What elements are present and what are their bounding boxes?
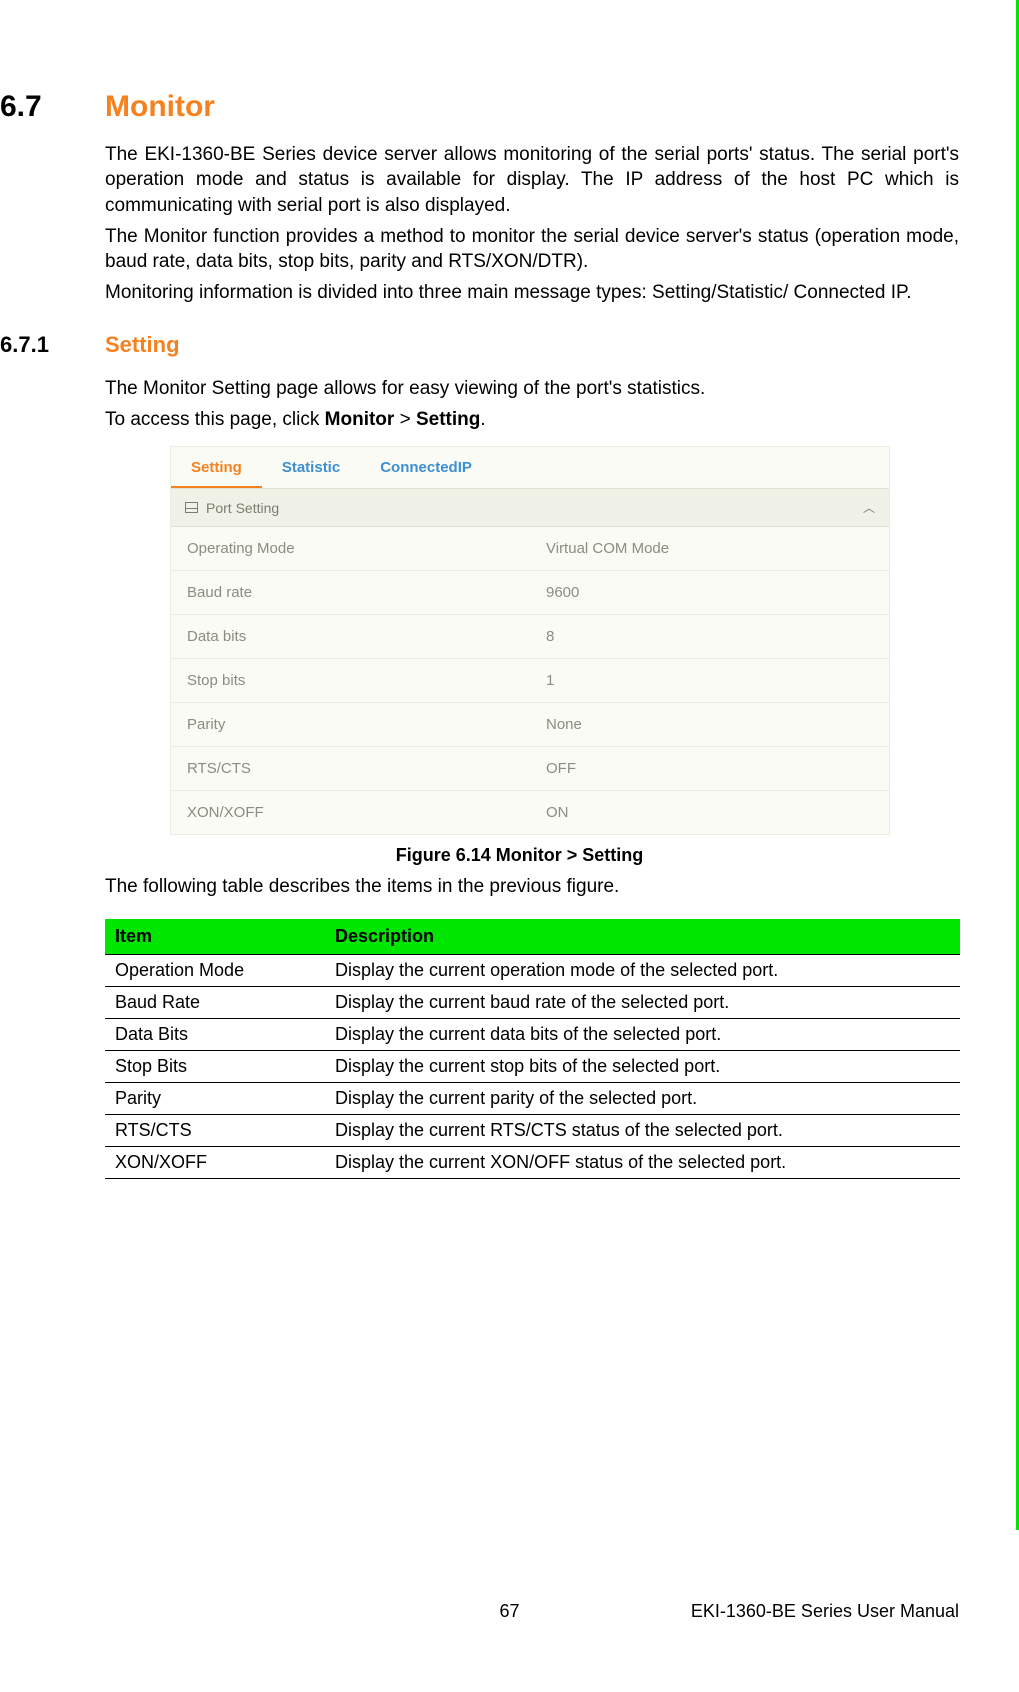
table-row: Baud RateDisplay the current baud rate o… (105, 987, 960, 1019)
chevron-up-icon[interactable]: ︿ (863, 499, 875, 516)
subsection: 6.7.1 Setting The Monitor Setting page a… (0, 332, 959, 1180)
tab-statistic[interactable]: Statistic (262, 447, 360, 488)
page-content: 6.7 Monitor The EKI-1360-BE Series devic… (0, 0, 1019, 1179)
cell-desc: Display the current stop bits of the sel… (325, 1051, 960, 1083)
section-para-2: The Monitor function provides a method t… (105, 224, 959, 275)
setting-row: Data bits 8 (171, 615, 889, 659)
cell-desc: Display the current parity of the select… (325, 1083, 960, 1115)
setting-label: Baud rate (171, 571, 530, 614)
table-row: XON/XOFFDisplay the current XON/OFF stat… (105, 1147, 960, 1179)
table-intro: The following table describes the items … (105, 874, 959, 899)
setting-row: RTS/CTS OFF (171, 747, 889, 791)
setting-row: Stop bits 1 (171, 659, 889, 703)
panel-title: Port Setting (206, 500, 279, 516)
description-table: Item Description Operation ModeDisplay t… (105, 919, 960, 1179)
setting-label: Data bits (171, 615, 530, 658)
tab-connectedip[interactable]: ConnectedIP (360, 447, 492, 488)
setting-label: Parity (171, 703, 530, 746)
cell-item: Parity (105, 1083, 325, 1115)
setting-value: 9600 (530, 571, 889, 614)
table-row: Data BitsDisplay the current data bits o… (105, 1019, 960, 1051)
subsection-number: 6.7.1 (0, 332, 105, 358)
cell-item: RTS/CTS (105, 1115, 325, 1147)
para-bold-monitor: Monitor (325, 409, 395, 430)
tab-setting[interactable]: Setting (171, 447, 262, 488)
section-title: Monitor (105, 90, 215, 124)
setting-value: None (530, 703, 889, 746)
setting-value: Virtual COM Mode (530, 527, 889, 570)
figure-caption: Figure 6.14 Monitor > Setting (80, 845, 959, 866)
settings-list: Operating Mode Virtual COM Mode Baud rat… (171, 527, 889, 834)
subsection-para-1: The Monitor Setting page allows for easy… (105, 376, 959, 401)
cell-item: XON/XOFF (105, 1147, 325, 1179)
setting-label: Operating Mode (171, 527, 530, 570)
setting-label: Stop bits (171, 659, 530, 702)
para-text: . (480, 409, 485, 430)
para-text: To access this page, click (105, 409, 325, 430)
para-text: > (394, 409, 416, 430)
col-item: Item (105, 919, 325, 955)
panel-header-left: Port Setting (185, 500, 279, 516)
tab-bar: Setting Statistic ConnectedIP (171, 447, 889, 488)
section-para-1: The EKI-1360-BE Series device server all… (105, 142, 959, 218)
table-row: Operation ModeDisplay the current operat… (105, 955, 960, 987)
setting-row: Baud rate 9600 (171, 571, 889, 615)
cell-desc: Display the current data bits of the sel… (325, 1019, 960, 1051)
cell-item: Data Bits (105, 1019, 325, 1051)
setting-label: XON/XOFF (171, 791, 530, 834)
setting-row: Parity None (171, 703, 889, 747)
page-footer: EKI-1360-BE Series User Manual (0, 1601, 959, 1622)
cell-item: Operation Mode (105, 955, 325, 987)
panel-header[interactable]: Port Setting ︿ (171, 488, 889, 527)
setting-value: ON (530, 791, 889, 834)
table-header-row: Item Description (105, 919, 960, 955)
cell-item: Stop Bits (105, 1051, 325, 1083)
setting-label: RTS/CTS (171, 747, 530, 790)
cell-desc: Display the current XON/OFF status of th… (325, 1147, 960, 1179)
cell-desc: Display the current operation mode of th… (325, 955, 960, 987)
grid-icon (185, 502, 198, 513)
table-row: Stop BitsDisplay the current stop bits o… (105, 1051, 960, 1083)
screenshot-monitor-setting: Setting Statistic ConnectedIP Port Setti… (170, 446, 890, 835)
cell-desc: Display the current baud rate of the sel… (325, 987, 960, 1019)
table-row: ParityDisplay the current parity of the … (105, 1083, 960, 1115)
cell-desc: Display the current RTS/CTS status of th… (325, 1115, 960, 1147)
subsection-para-2: To access this page, click Monitor > Set… (105, 407, 959, 432)
cell-item: Baud Rate (105, 987, 325, 1019)
manual-title: EKI-1360-BE Series User Manual (691, 1601, 959, 1622)
subsection-title: Setting (105, 332, 180, 358)
section-para-3: Monitoring information is divided into t… (105, 280, 959, 305)
section-number: 6.7 (0, 90, 105, 124)
subsection-heading: 6.7.1 Setting (0, 332, 959, 358)
setting-value: 8 (530, 615, 889, 658)
col-description: Description (325, 919, 960, 955)
section-heading: 6.7 Monitor (0, 90, 959, 124)
setting-row: XON/XOFF ON (171, 791, 889, 834)
setting-value: OFF (530, 747, 889, 790)
table-row: RTS/CTSDisplay the current RTS/CTS statu… (105, 1115, 960, 1147)
para-bold-setting: Setting (416, 409, 480, 430)
setting-row: Operating Mode Virtual COM Mode (171, 527, 889, 571)
setting-value: 1 (530, 659, 889, 702)
